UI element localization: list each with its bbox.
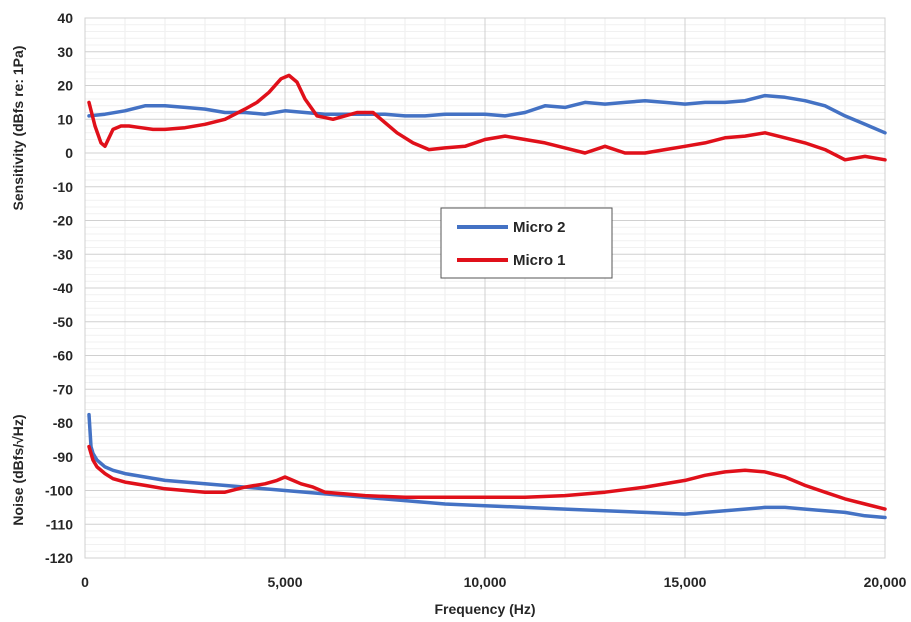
y-tick-label: 30 — [57, 44, 73, 60]
y-tick-labels: 40 30 20 10 0 -10 -20 -30 -40 -50 -60 -70 -80 -90 -100… — [45, 10, 73, 566]
y-tick-label: -70 — [53, 381, 73, 397]
y-tick-label: -90 — [53, 449, 73, 465]
y-tick-label: -20 — [53, 213, 73, 229]
x-axis-title: Frequency (Hz) — [434, 601, 535, 617]
y-tick-label: 10 — [57, 111, 73, 127]
series-line-micro-1-noise — [87, 444, 887, 511]
y-tick-label: 20 — [57, 78, 73, 94]
legend: Micro 2 Micro 1 — [440, 207, 613, 279]
y-tick-label: -120 — [45, 550, 73, 566]
x-tick-label: 15,000 — [664, 574, 707, 590]
x-tick-label: 5,000 — [267, 574, 302, 590]
x-tick-label: 10,000 — [464, 574, 507, 590]
y-tick-label: 40 — [57, 10, 73, 26]
series-line-micro-1-sensitivity — [87, 73, 887, 162]
y-tick-label: -30 — [53, 246, 73, 262]
y-tick-label: -10 — [53, 179, 73, 195]
y-tick-label: -50 — [53, 314, 73, 330]
plot-area — [84, 17, 886, 559]
y-tick-label: -100 — [45, 483, 73, 499]
x-tick-label: 0 — [81, 574, 89, 590]
y-tick-label: -110 — [46, 516, 73, 532]
x-tick-label: 20,000 — [864, 574, 907, 590]
series-line-micro-2-sensitivity — [87, 93, 887, 135]
y-tick-label: -60 — [53, 348, 73, 364]
y-tick-label: -80 — [53, 415, 73, 431]
legend-label-micro-2: Micro 2 — [513, 219, 566, 236]
y-tick-label: 0 — [65, 145, 73, 161]
series-line-micro-2-noise — [87, 412, 887, 520]
y-axis-title-sensitivity: Sensitivity (dBfs re: 1Pa) — [10, 46, 26, 211]
legend-label-micro-1: Micro 1 — [513, 252, 566, 269]
x-tick-labels: 0 5,000 10,000 15,000 20,000 — [81, 574, 907, 590]
series-layer — [87, 73, 887, 520]
y-axis-title-noise: Noise (dBfs/√Hz) — [10, 414, 26, 525]
y-tick-label: -40 — [53, 280, 73, 296]
legend-box — [440, 207, 613, 279]
